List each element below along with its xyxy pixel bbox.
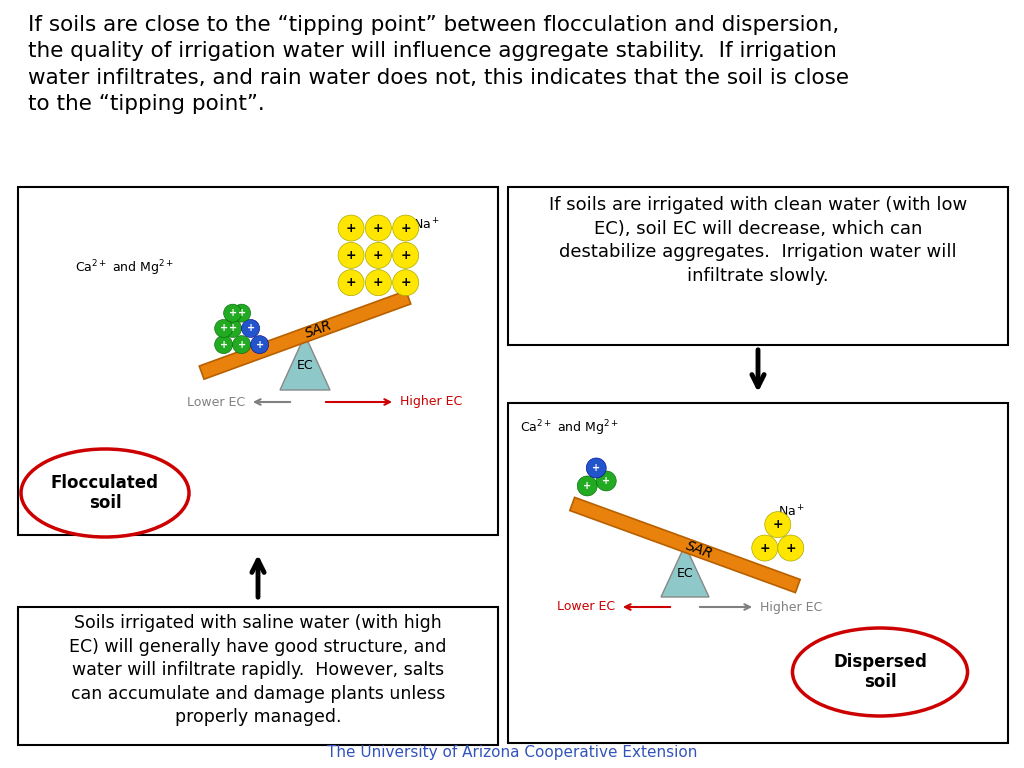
Text: Ca$^{2+}$ and Mg$^{2+}$: Ca$^{2+}$ and Mg$^{2+}$ xyxy=(520,418,620,438)
Circle shape xyxy=(223,304,242,322)
Text: +: + xyxy=(602,476,610,486)
FancyBboxPatch shape xyxy=(508,187,1008,345)
Text: +: + xyxy=(228,323,237,333)
Polygon shape xyxy=(662,545,709,597)
Circle shape xyxy=(586,458,606,478)
Text: +: + xyxy=(256,339,264,349)
Circle shape xyxy=(223,319,242,337)
Polygon shape xyxy=(280,335,330,390)
Text: SAR: SAR xyxy=(684,539,715,561)
Circle shape xyxy=(338,215,365,241)
Text: Higher EC: Higher EC xyxy=(400,396,462,409)
Text: +: + xyxy=(584,481,591,491)
Text: Lower EC: Lower EC xyxy=(186,396,245,409)
Text: Dispersed
soil: Dispersed soil xyxy=(834,653,927,691)
Text: +: + xyxy=(373,276,384,290)
Text: +: + xyxy=(785,541,796,554)
Text: +: + xyxy=(400,249,411,262)
FancyBboxPatch shape xyxy=(508,403,1008,743)
Text: Lower EC: Lower EC xyxy=(557,601,615,614)
Text: +: + xyxy=(346,222,356,234)
Text: The University of Arizona Cooperative Extension: The University of Arizona Cooperative Ex… xyxy=(327,744,697,760)
Text: Soils irrigated with saline water (with high
EC) will generally have good struct: Soils irrigated with saline water (with … xyxy=(70,614,446,727)
Text: +: + xyxy=(228,308,237,318)
Circle shape xyxy=(596,471,616,491)
Text: SAR: SAR xyxy=(303,319,335,341)
Text: +: + xyxy=(400,276,411,290)
Text: +: + xyxy=(346,249,356,262)
Polygon shape xyxy=(200,291,411,379)
Ellipse shape xyxy=(22,449,189,537)
Text: +: + xyxy=(346,276,356,290)
Circle shape xyxy=(392,215,419,241)
Circle shape xyxy=(366,215,391,241)
Text: +: + xyxy=(592,463,600,473)
Text: +: + xyxy=(238,308,246,318)
Text: +: + xyxy=(247,323,255,333)
Circle shape xyxy=(392,270,419,296)
Text: +: + xyxy=(238,339,246,349)
Text: Ca$^{2+}$ and Mg$^{2+}$: Ca$^{2+}$ and Mg$^{2+}$ xyxy=(75,258,174,277)
Circle shape xyxy=(251,336,268,353)
Text: If soils are close to the “tipping point” between flocculation and dispersion,
t: If soils are close to the “tipping point… xyxy=(28,15,849,114)
Text: +: + xyxy=(373,222,384,234)
Text: +: + xyxy=(760,541,770,554)
Text: EC: EC xyxy=(677,567,693,580)
Text: +: + xyxy=(772,518,783,531)
Text: Higher EC: Higher EC xyxy=(760,601,822,614)
Text: +: + xyxy=(219,339,227,349)
Ellipse shape xyxy=(793,628,968,716)
Text: +: + xyxy=(219,323,227,333)
Circle shape xyxy=(578,476,597,496)
Circle shape xyxy=(366,243,391,268)
Circle shape xyxy=(215,336,232,353)
FancyBboxPatch shape xyxy=(18,187,498,535)
Text: If soils are irrigated with clean water (with low
EC), soil EC will decrease, wh: If soils are irrigated with clean water … xyxy=(549,196,967,285)
Circle shape xyxy=(778,535,804,561)
Text: +: + xyxy=(373,249,384,262)
Circle shape xyxy=(366,270,391,296)
Text: Na$^+$: Na$^+$ xyxy=(414,217,440,233)
Circle shape xyxy=(232,336,251,353)
Circle shape xyxy=(242,319,260,337)
Circle shape xyxy=(232,304,251,322)
Text: Flocculated
soil: Flocculated soil xyxy=(51,474,159,512)
Circle shape xyxy=(338,243,365,268)
Circle shape xyxy=(215,319,232,337)
Circle shape xyxy=(752,535,778,561)
Polygon shape xyxy=(569,498,800,593)
Circle shape xyxy=(338,270,365,296)
Circle shape xyxy=(392,243,419,268)
FancyBboxPatch shape xyxy=(18,607,498,745)
Circle shape xyxy=(765,511,791,538)
Text: EC: EC xyxy=(297,359,313,372)
Text: Na$^+$: Na$^+$ xyxy=(778,504,805,519)
Text: +: + xyxy=(400,222,411,234)
